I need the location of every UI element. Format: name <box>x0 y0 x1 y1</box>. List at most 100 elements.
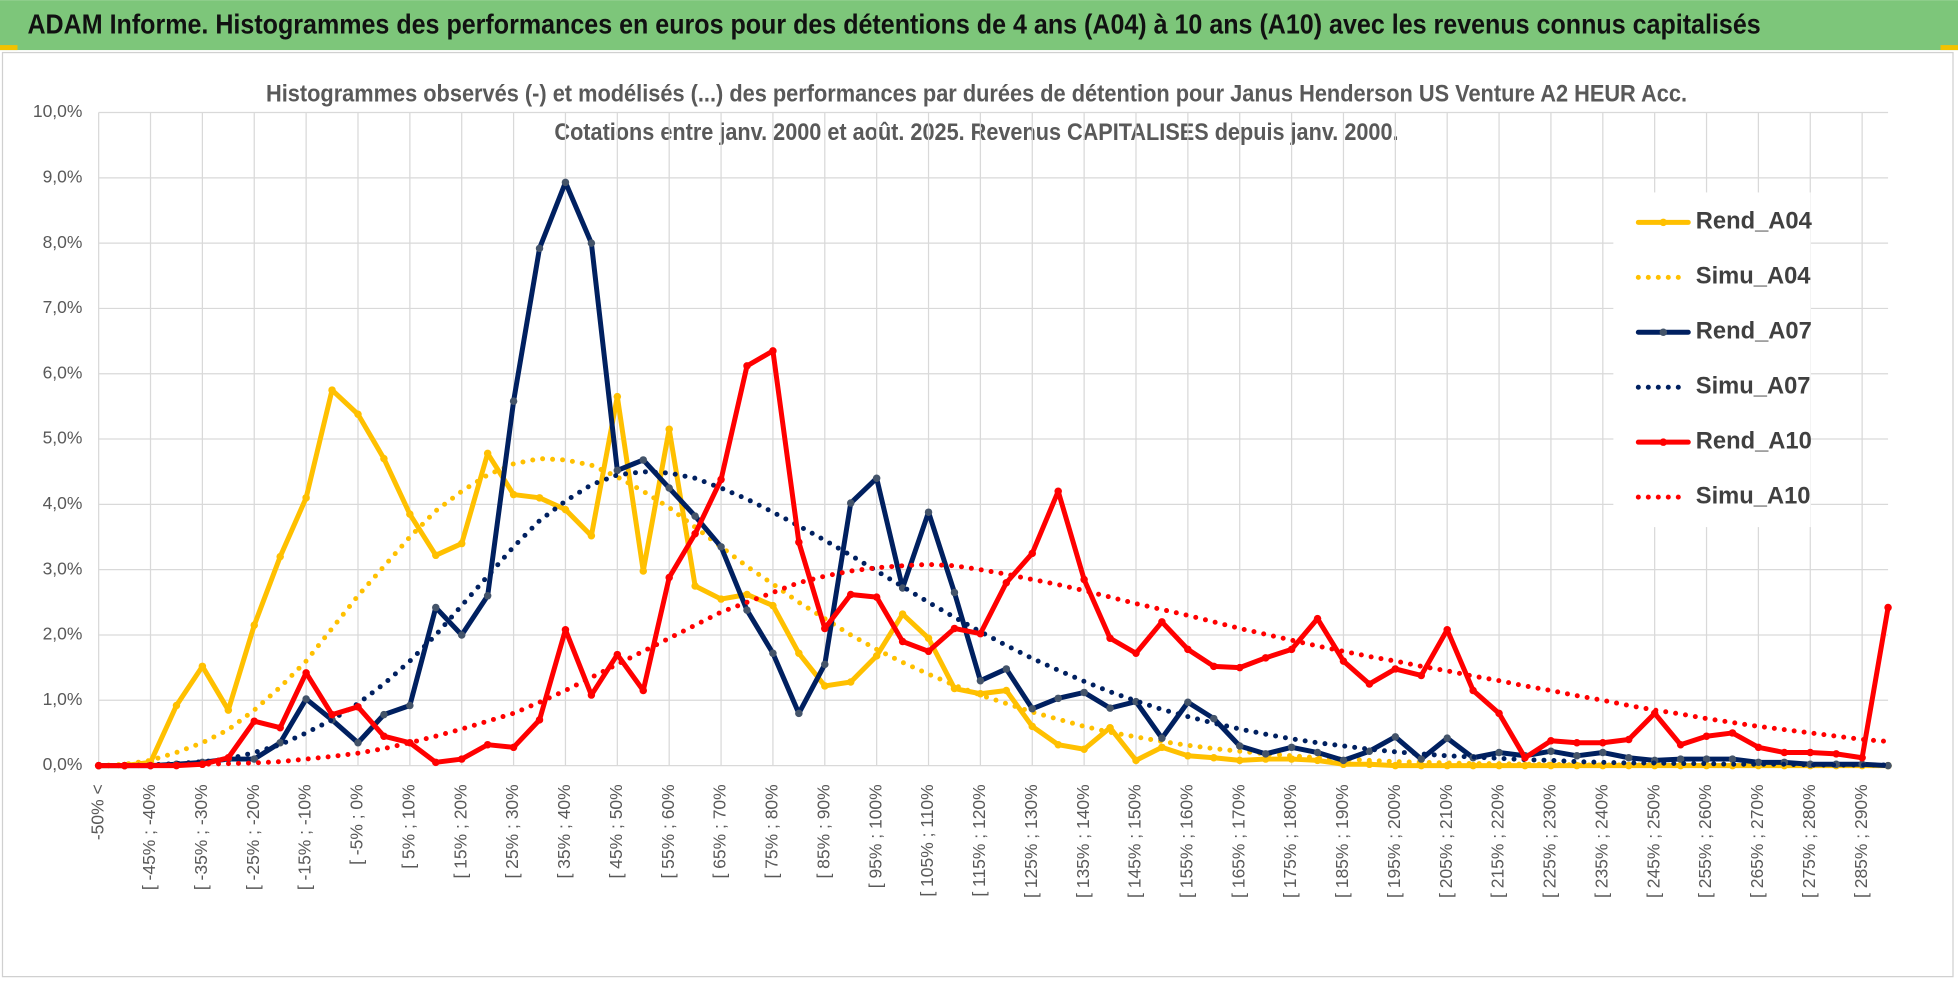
series-marker <box>924 508 933 516</box>
series-marker <box>1573 738 1581 747</box>
series-marker <box>1106 634 1114 642</box>
x-tick-label: [ -25% ; -20% <box>243 784 263 890</box>
series-marker <box>1028 705 1037 713</box>
x-tick-label: [ 85% ; 90% <box>813 784 833 878</box>
series-marker <box>198 760 207 769</box>
series-marker <box>717 543 725 551</box>
series-marker <box>1339 756 1348 765</box>
series-marker <box>1754 743 1763 752</box>
x-tick-label: [ -5% ; 0% <box>347 784 367 865</box>
series-marker <box>250 621 258 629</box>
series-marker <box>872 593 881 601</box>
series-marker <box>898 637 907 646</box>
series-marker <box>872 652 881 660</box>
x-tick-label: [ 75% ; 80% <box>762 784 782 878</box>
series-marker <box>639 567 648 575</box>
series-marker <box>613 466 622 475</box>
series-marker <box>1210 714 1218 723</box>
header-band <box>0 0 1958 51</box>
x-tick-label: [ 195% ; 200% <box>1384 784 1404 898</box>
x-tick-label: [ -45% ; -40% <box>139 784 159 890</box>
series-marker <box>432 603 440 612</box>
series-marker <box>1391 665 1400 673</box>
series-marker <box>457 539 466 548</box>
series-marker <box>302 494 310 502</box>
series-marker <box>561 505 570 514</box>
series-marker <box>1624 735 1633 744</box>
x-tick-label: [ 15% ; 20% <box>450 784 470 878</box>
series-marker <box>639 456 648 464</box>
series-marker <box>1054 694 1062 703</box>
series-marker <box>224 754 233 762</box>
series-marker <box>1080 745 1088 754</box>
series-marker <box>691 582 699 590</box>
series-marker <box>1547 737 1555 745</box>
series-marker <box>1365 680 1374 688</box>
series-marker <box>821 660 829 669</box>
x-tick-label: [ -15% ; -10% <box>295 784 315 890</box>
series-marker <box>535 244 544 253</box>
series-marker <box>1676 755 1685 763</box>
y-tick-label: 5,0% <box>43 428 83 448</box>
series-marker <box>1106 704 1114 712</box>
x-tick-label: [ 55% ; 60% <box>658 784 678 878</box>
series-marker <box>1235 756 1244 765</box>
series-marker <box>328 386 336 394</box>
series-marker <box>1702 732 1711 740</box>
series-marker <box>1417 671 1426 680</box>
series-marker <box>483 592 492 600</box>
series-marker <box>276 552 284 561</box>
series-marker <box>924 634 933 642</box>
y-tick-label: 6,0% <box>43 362 83 382</box>
series-marker <box>846 590 855 599</box>
series-marker <box>717 595 725 603</box>
series-marker <box>432 551 440 560</box>
x-tick-label: [ 185% ; 190% <box>1332 784 1352 898</box>
series-marker <box>1676 740 1685 749</box>
series-marker <box>665 484 673 492</box>
series-marker <box>380 454 388 463</box>
series-marker <box>1028 722 1037 731</box>
y-tick-label: 10,0% <box>33 101 83 121</box>
chart-border <box>1 51 1954 978</box>
series-marker <box>1287 743 1296 752</box>
series-marker <box>483 449 492 458</box>
series-marker <box>613 392 622 401</box>
series-marker <box>354 738 362 747</box>
series-marker <box>457 755 466 763</box>
series-marker <box>1417 755 1426 763</box>
series-marker <box>354 410 362 418</box>
series-marker <box>406 510 414 518</box>
series-marker <box>717 475 725 484</box>
series-marker <box>1754 758 1763 767</box>
series-marker <box>276 723 284 732</box>
chart-title: Histogrammes observés (-) et modélisés (… <box>266 81 1687 107</box>
x-tick-label: [ 5% ; 10% <box>398 784 418 868</box>
series-marker <box>613 650 622 659</box>
series-marker <box>743 590 751 599</box>
x-tick-label: [ 245% ; 250% <box>1643 784 1663 898</box>
x-tick-label: [ -35% ; -30% <box>191 784 211 890</box>
series-marker <box>302 695 310 703</box>
x-tick-label: [ 25% ; 30% <box>502 784 522 878</box>
x-tick-label: [ 65% ; 70% <box>710 784 730 878</box>
series-marker <box>1339 657 1348 665</box>
series-line <box>96 456 1891 769</box>
series-marker <box>1287 645 1296 654</box>
x-tick-label: [ 165% ; 170% <box>1228 784 1248 898</box>
series-marker <box>795 538 803 546</box>
series-marker <box>224 706 233 714</box>
series-marker <box>406 701 414 710</box>
series-marker <box>769 649 777 658</box>
legend-label: Rend_A10 <box>1696 428 1812 454</box>
x-tick-label: [ 275% ; 280% <box>1799 784 1819 898</box>
series-marker <box>1080 688 1088 697</box>
series-line <box>96 348 1891 769</box>
series-marker <box>639 686 648 695</box>
series-marker <box>795 709 803 718</box>
series-line <box>96 179 1891 769</box>
series-marker <box>483 740 492 749</box>
x-tick-label: [ 175% ; 180% <box>1280 784 1300 898</box>
series-marker <box>1028 549 1037 558</box>
x-tick-label: [ 115% ; 120% <box>969 784 989 896</box>
